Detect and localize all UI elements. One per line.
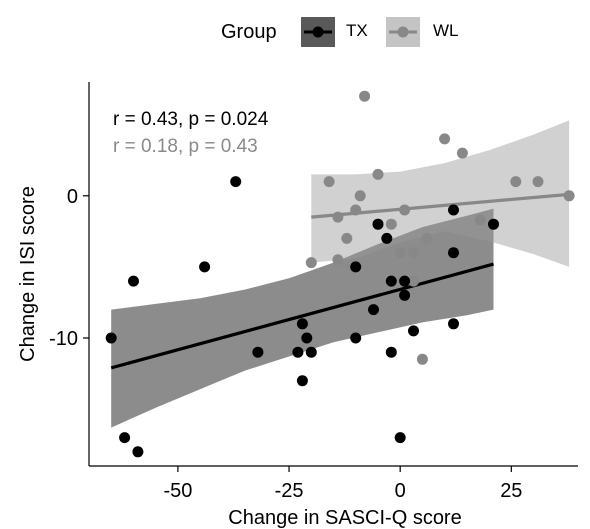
data-point-wl [385, 218, 397, 230]
data-point-tx [488, 218, 499, 230]
data-point-tx [394, 432, 406, 444]
data-point-wl [439, 133, 451, 145]
legend: Group TX WL [221, 17, 459, 47]
data-point-wl [354, 190, 366, 202]
data-point-wl [456, 147, 468, 159]
data-point-wl [421, 232, 433, 244]
data-point-tx [350, 261, 362, 273]
data-point-wl [408, 247, 419, 259]
data-point-tx [305, 346, 317, 358]
data-points [105, 90, 575, 458]
data-point-tx [199, 261, 211, 273]
confidence-band-tx [111, 208, 494, 428]
data-point-wl [510, 176, 522, 188]
data-point-wl [394, 247, 406, 259]
y-tick-label: 0 [67, 186, 78, 208]
fit-line-tx [110, 262, 494, 370]
data-point-tx [368, 304, 379, 316]
y-tick-label: -10 [49, 328, 78, 350]
data-point-tx [292, 346, 304, 358]
legend-label-tx: TX [346, 21, 368, 40]
data-point-tx [230, 176, 242, 188]
x-tick-label: 0 [395, 480, 406, 502]
data-point-wl [416, 353, 428, 365]
annotation-tx: r = 0.43, p = 0.024 [113, 109, 269, 130]
data-point-tx [119, 432, 131, 444]
legend-title: Group [221, 21, 277, 43]
data-point-wl [359, 90, 371, 102]
x-tick-label: -25 [275, 480, 304, 502]
data-point-tx [399, 289, 411, 301]
data-point-tx [372, 218, 384, 230]
y-axis-ticks: -10 0 [49, 186, 89, 350]
data-point-tx [448, 204, 459, 216]
data-point-tx [399, 275, 411, 287]
data-point-tx [301, 332, 313, 344]
data-point-wl [532, 176, 544, 188]
legend-label-wl: WL [433, 21, 459, 40]
x-axis-ticks: -50 -25 0 25 [163, 466, 522, 502]
data-point-wl [350, 204, 362, 216]
data-point-tx [350, 332, 362, 344]
y-axis-label: Change in ISI score [17, 186, 39, 362]
confidence-bands [111, 120, 570, 428]
legend-key-tx [301, 17, 335, 47]
data-point-wl [372, 168, 384, 180]
confidence-band-wl [311, 120, 570, 267]
data-point-tx [408, 325, 419, 337]
data-point-wl [323, 176, 335, 188]
x-tick-label: 25 [500, 480, 522, 502]
data-point-tx [105, 332, 117, 344]
data-point-wl [332, 211, 344, 223]
data-point-wl [332, 254, 344, 266]
data-point-tx [448, 247, 459, 259]
data-point-wl [341, 232, 353, 244]
data-point-tx [296, 318, 308, 330]
data-point-wl [474, 214, 486, 226]
data-point-tx [381, 232, 393, 244]
data-point-tx [252, 346, 264, 358]
x-tick-label: -50 [163, 480, 192, 502]
legend-key-wl [386, 17, 420, 47]
x-axis-label: Change in SASCI-Q score [228, 507, 461, 529]
data-point-wl [408, 275, 419, 287]
data-point-tx [132, 446, 144, 458]
data-point-wl [563, 190, 575, 202]
data-point-tx [385, 346, 397, 358]
data-point-tx [385, 275, 397, 287]
data-point-wl [305, 257, 317, 269]
data-point-tx [296, 375, 308, 387]
data-point-tx [128, 275, 139, 287]
data-point-wl [399, 204, 411, 216]
data-point-tx [448, 318, 459, 330]
annotation-wl: r = 0.18, p = 0.43 [113, 136, 258, 157]
